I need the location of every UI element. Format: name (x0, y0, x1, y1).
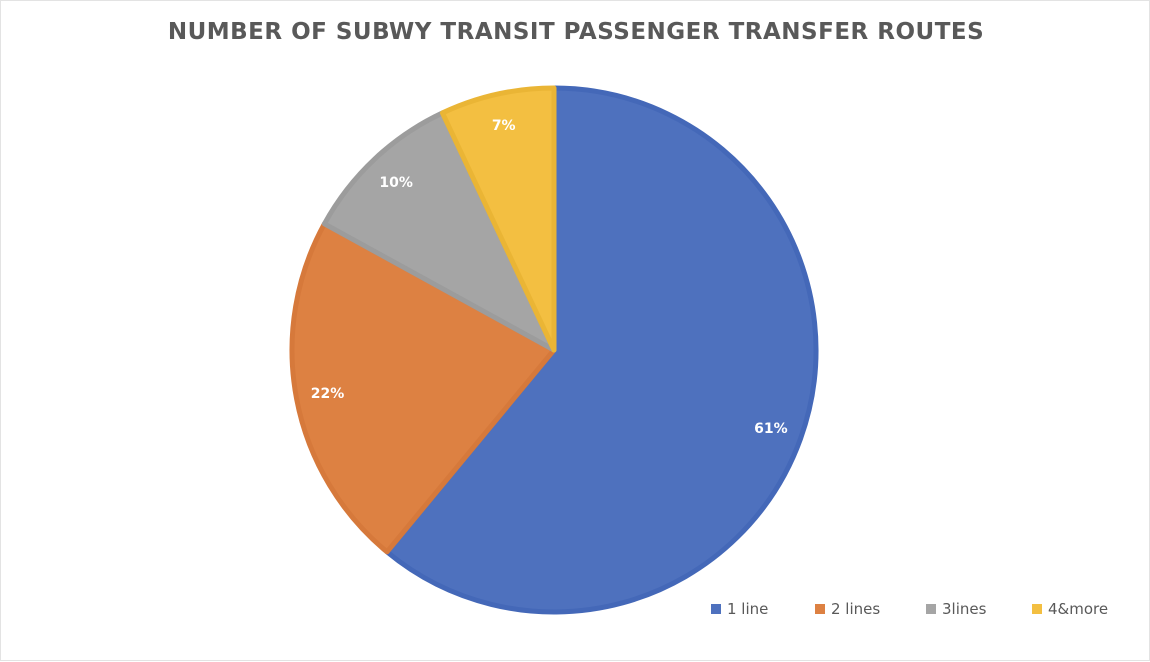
pie-slice-2-lines (289, 221, 557, 555)
pie-slice-4-and-more (439, 85, 557, 353)
legend-item-4-and-more: 4&more (1032, 600, 1108, 618)
data-label-4-and-more: 7% (492, 118, 516, 134)
legend-swatch-4-and-more (1032, 604, 1042, 614)
legend-label-3lines: 3lines (942, 600, 987, 618)
legend-swatch-1-line (711, 604, 721, 614)
data-label-2-lines: 22% (311, 386, 345, 402)
pie-slice-1-line (384, 85, 819, 615)
pie-slice-3lines (321, 110, 557, 353)
legend: 1 line 2 lines 3lines 4&more (1, 600, 1150, 620)
legend-label-4-and-more: 4&more (1048, 600, 1109, 618)
legend-item-1-line: 1 line (711, 600, 768, 618)
legend-item-3lines: 3lines (926, 600, 986, 618)
legend-label-2-lines: 2 lines (831, 600, 881, 618)
legend-swatch-3lines (926, 604, 936, 614)
legend-swatch-2-lines (815, 604, 825, 614)
legend-label-1-line: 1 line (727, 600, 769, 618)
chart-title: NUMBER OF SUBWY TRANSIT PASSENGER TRANSF… (167, 19, 985, 45)
data-label-1-line: 61% (754, 421, 788, 437)
legend-item-2-lines: 2 lines (815, 600, 880, 618)
data-label-3lines: 10% (379, 175, 413, 191)
